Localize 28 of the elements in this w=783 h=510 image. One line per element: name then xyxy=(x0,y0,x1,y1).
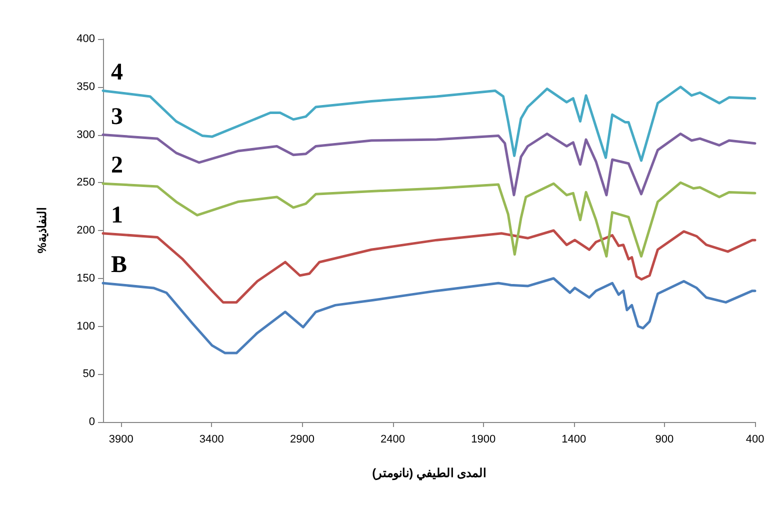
series-label: 4 xyxy=(111,60,123,86)
x-tick-label: 1900 xyxy=(471,434,496,446)
x-tick-label: 1400 xyxy=(562,434,586,446)
y-tick-label: 150 xyxy=(76,272,95,284)
y-tick-label: 100 xyxy=(76,320,95,332)
y-axis-title: %النفاذية xyxy=(35,208,49,254)
series-label: 2 xyxy=(111,152,123,179)
x-tick-label: 400 xyxy=(746,434,764,446)
y-tick-label: 350 xyxy=(76,80,95,93)
x-tick-label: 2400 xyxy=(380,434,406,446)
x-tick-label: 2900 xyxy=(290,434,314,446)
line-series xyxy=(102,181,756,258)
x-tick-label: 3400 xyxy=(199,434,224,446)
line-series xyxy=(102,132,756,196)
x-tick-label: 900 xyxy=(655,434,674,446)
y-tick-label: 50 xyxy=(82,368,95,380)
series-label: 1 xyxy=(111,202,123,228)
x-axis-title: المدى الطيفي (نانومتر) xyxy=(372,466,486,481)
y-tick-label: 250 xyxy=(76,176,95,189)
line-series xyxy=(102,229,756,304)
x-tick-label: 3900 xyxy=(108,434,134,446)
y-tick-label: 0 xyxy=(88,416,95,428)
y-tick-label: 400 xyxy=(76,33,95,45)
y-tick-label: 200 xyxy=(76,224,95,236)
y-tick-label: 300 xyxy=(76,128,95,141)
line-series xyxy=(102,277,756,354)
series-label: 3 xyxy=(111,104,123,130)
series-label: B xyxy=(111,252,128,278)
